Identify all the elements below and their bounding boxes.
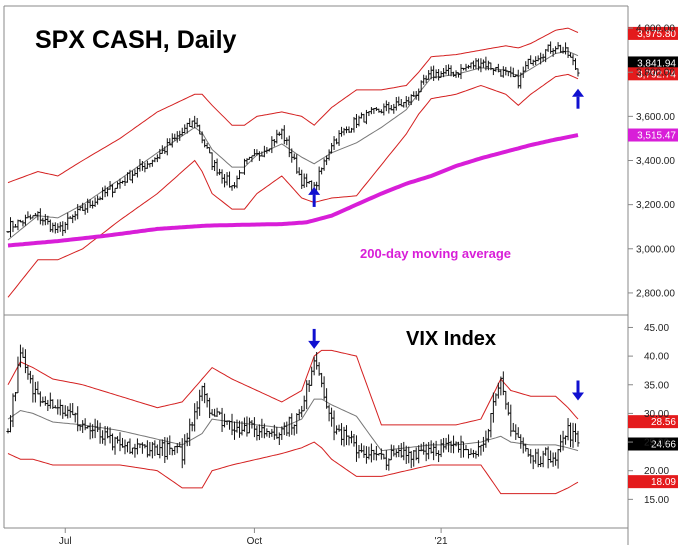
vix-badge-bg: [628, 475, 678, 489]
vix-y-tick-label: 45.00: [644, 323, 669, 334]
spx-badge-label: 3,841.94: [637, 58, 676, 69]
spx-bollinger-upper: [7, 27, 579, 184]
vix-price-badge-2: 24.66: [628, 437, 678, 451]
spx-badge-bg: [628, 128, 678, 142]
spx-price-badge-4: 3,515.47: [628, 128, 678, 142]
vix-badge-label: 28.56: [651, 417, 676, 428]
spx-price-badge-1: 3,975.80: [628, 26, 678, 40]
vix-title: VIX Index: [406, 328, 496, 350]
x-tick-label: Jul: [59, 536, 72, 547]
spx-arrow-1: [308, 186, 321, 207]
vix-bollinger-upper: [7, 349, 579, 426]
vix-bars: [6, 344, 580, 471]
x-tick-label: '21: [435, 536, 448, 547]
vix-bollinger-lower: [7, 441, 579, 495]
axes: 4,000.00 3,800.00 3,600.00 3,400.00 3,200.00…: [59, 24, 676, 547]
spx-y-tick-label: 3,600.00: [636, 112, 675, 123]
vix-arrow-1: [308, 328, 321, 349]
spx-price-badge-2: 3,841.94: [628, 56, 678, 70]
spx-bollinger-lower: [7, 73, 579, 298]
spx-title: SPX CASH, Daily: [35, 26, 237, 54]
vix-badge-bg: [628, 415, 678, 429]
vix-panel: 28.56 24.66 18.09: [6, 328, 678, 495]
vix-arrow-head: [308, 340, 321, 349]
spx-bars: [6, 41, 580, 238]
ma-label: 200-day moving average: [360, 246, 511, 261]
vix-y-tick-label: 25.00: [644, 438, 669, 449]
spx-y-tick-label: 4,000.00: [636, 24, 675, 35]
vix-price-badge-3: 18.09: [628, 475, 678, 489]
vix-arrow-head: [572, 392, 584, 401]
vix-badge-bg: [628, 437, 678, 451]
spx-badge-bg: [628, 26, 678, 40]
vix-y-tick-label: 15.00: [644, 495, 669, 506]
spx-ma-200-line: [7, 133, 579, 248]
spx-badge-label: 3,792.74: [637, 69, 676, 80]
spx-y-tick-label: 2,800.00: [636, 288, 675, 299]
x-tick-label: Oct: [247, 536, 263, 547]
spx-price-badge-3: 3,792.74: [628, 67, 678, 81]
spx-badge-bg: [628, 56, 678, 70]
spx-arrow-head: [572, 88, 584, 97]
spx-y-tick-label: 3,200.00: [636, 200, 675, 211]
spx-panel: 3,975.80 3,841.943,792.74 3,515.47: [6, 26, 678, 298]
spx-y-tick-label: 3,800.00: [636, 68, 675, 79]
spx-arrow-head: [308, 186, 321, 195]
vix-arrow-2: [572, 380, 584, 401]
spx-badge-label: 3,515.47: [637, 131, 676, 142]
spx-y-tick-label: 3,400.00: [636, 156, 675, 167]
vix-y-tick-label: 30.00: [644, 409, 669, 420]
spx-arrow-2: [572, 88, 584, 109]
vix-badge-label: 18.09: [651, 477, 676, 488]
spx-badge-label: 3,975.80: [637, 29, 676, 40]
spx-badge-bg: [628, 67, 678, 81]
spx-y-tick-label: 3,000.00: [636, 244, 675, 255]
vix-y-tick-label: 40.00: [644, 352, 669, 363]
vix-y-tick-label: 20.00: [644, 466, 669, 477]
vix-price-badge-1: 28.56: [628, 415, 678, 429]
vix-badge-label: 24.66: [651, 440, 676, 451]
vix-y-tick-label: 35.00: [644, 380, 669, 391]
